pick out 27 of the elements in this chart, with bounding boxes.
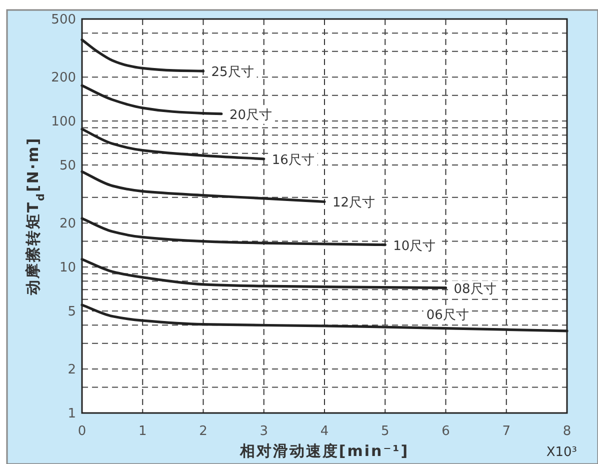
x-tick-label: 1 bbox=[138, 424, 147, 439]
x-tick-label: 7 bbox=[502, 424, 511, 439]
y-tick-label: 500 bbox=[51, 12, 76, 28]
y-tick-label: 50 bbox=[59, 158, 76, 174]
y-tick-label: 10 bbox=[59, 260, 76, 276]
y-tick-label: 5 bbox=[68, 304, 76, 320]
series-label: 12尺寸 bbox=[332, 196, 376, 211]
x-tick-label: 0 bbox=[78, 424, 86, 439]
x-tick-label: 5 bbox=[380, 424, 390, 439]
series-label: 16尺寸 bbox=[272, 152, 314, 168]
series-label: 10尺寸 bbox=[393, 238, 436, 254]
series-label: 08尺寸 bbox=[454, 282, 496, 297]
y-tick-label: 20 bbox=[59, 216, 76, 232]
y-tick-label: 200 bbox=[51, 70, 76, 86]
y-tick-label: 2 bbox=[68, 362, 76, 378]
x-tick-label: 4 bbox=[320, 424, 329, 439]
text: X10³ bbox=[546, 445, 577, 460]
x-axis-title: 相对滑动速度[min⁻¹] bbox=[238, 442, 410, 460]
y-tick-label: 100 bbox=[51, 114, 76, 130]
x-tick-label: 6 bbox=[442, 424, 450, 439]
x-tick-label: 8 bbox=[562, 424, 572, 439]
series-label: 25尺寸 bbox=[211, 65, 254, 80]
x-tick-label: 2 bbox=[199, 424, 208, 439]
series-label: 20尺寸 bbox=[229, 108, 272, 123]
series-label: 06尺寸 bbox=[426, 308, 469, 323]
x-tick-label: 3 bbox=[260, 424, 268, 439]
y-tick-label: 1 bbox=[68, 406, 76, 422]
